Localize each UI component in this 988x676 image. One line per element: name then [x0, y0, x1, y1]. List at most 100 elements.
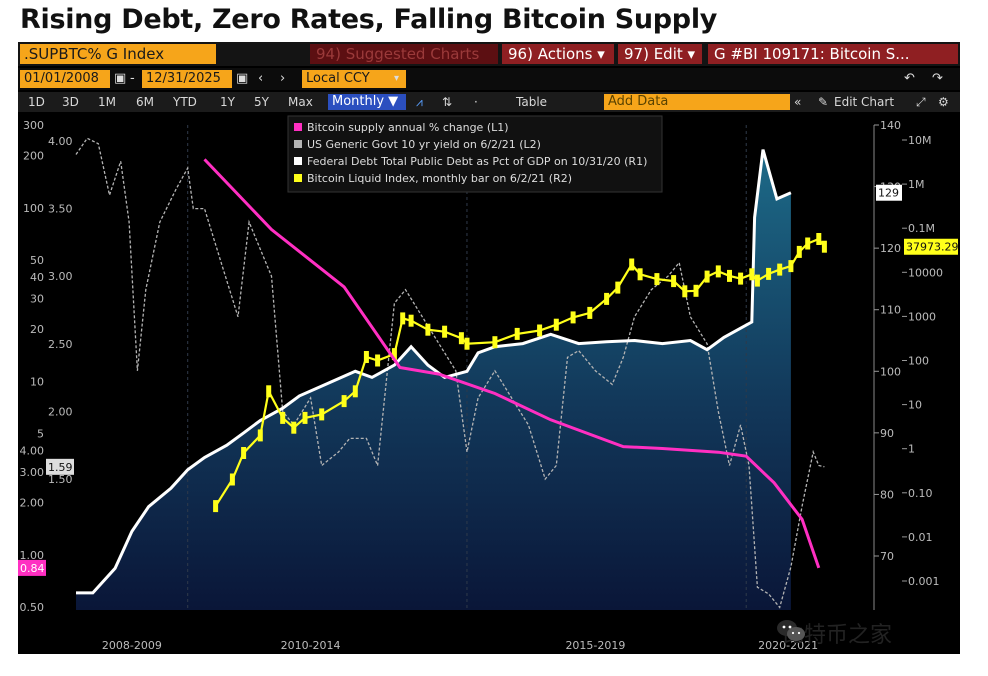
bitcoin-bar-1	[229, 473, 235, 486]
bitcoin-bar-37	[738, 272, 744, 285]
bitcoin-bar-8	[319, 408, 325, 421]
r2-tick-label-0: 10M	[908, 134, 932, 147]
l1-tick-label-2: 100	[23, 202, 44, 215]
bitcoin-bar-44	[805, 237, 811, 250]
bitcoin-bar-46	[821, 240, 827, 253]
collapse-icon[interactable]: «	[794, 95, 802, 109]
bitcoin-bar-7	[302, 411, 308, 424]
watermark: 比特币之家	[776, 618, 892, 648]
period-1d[interactable]: 1D	[28, 95, 45, 109]
l1-tick-label-12: 1.00	[20, 549, 45, 562]
redo-icon[interactable]: ↷	[932, 71, 943, 86]
l2-tick-label-2: 3.00	[48, 270, 73, 283]
next-period-icon[interactable]: ›	[280, 71, 286, 86]
currency-select[interactable]: Local CCY	[302, 70, 406, 88]
x-axis-label-2: 2015-2019	[565, 639, 625, 652]
bitcoin-bar-43	[796, 245, 802, 258]
calendar-icon[interactable]: ▣	[236, 71, 249, 86]
r2-tick-label-6: 10	[908, 399, 922, 412]
edit-button[interactable]: 97) Edit ▾	[618, 44, 702, 64]
period-max[interactable]: Max	[288, 95, 313, 109]
chevron-down-icon[interactable]: ▾	[394, 73, 400, 84]
l2-last-value-tag: 1.59	[48, 461, 73, 474]
bitcoin-bar-13	[391, 348, 397, 361]
prev-period-icon[interactable]: ‹	[258, 71, 264, 86]
r2-tick-label-2: 0.1M	[908, 222, 935, 235]
line-chart-icon[interactable]: ⩘	[416, 95, 423, 109]
r1-tick-label-5: 90	[880, 427, 894, 440]
period-6m[interactable]: 6M	[136, 95, 154, 109]
bitcoin-bar-15	[408, 314, 414, 327]
bitcoin-bar-32	[682, 285, 688, 298]
bitcoin-bar-36	[727, 269, 732, 282]
period-1y[interactable]: 1Y	[220, 95, 235, 109]
yield-10yr-line	[75, 137, 825, 609]
bitcoin-bar-10	[352, 385, 358, 398]
legend-entry-0: Bitcoin supply annual % change (L1)	[307, 121, 509, 134]
r1-tick-label-0: 140	[880, 119, 901, 132]
bitcoin-bar-12	[375, 354, 381, 367]
chart-id-tab[interactable]: G #BI 109171: Bitcoin S...	[708, 44, 958, 64]
l2-tick-label-0: 4.00	[48, 135, 73, 148]
r2-last-value-tag: 37973.29	[906, 241, 959, 254]
calendar-icon[interactable]: ▣	[114, 71, 127, 86]
x-axis-label-0: 2008-2009	[102, 639, 162, 652]
bitcoin-bar-24	[570, 311, 576, 324]
bar-type-icon[interactable]: ⇅	[442, 95, 453, 109]
period-5y[interactable]: 5Y	[254, 95, 269, 109]
bitcoin-bar-18	[458, 332, 464, 345]
bitcoin-bar-30	[654, 273, 660, 286]
bitcoin-bar-34	[704, 270, 710, 283]
suggested-charts-button[interactable]: 94) Suggested Charts	[310, 44, 498, 64]
r1-tick-label-7: 70	[880, 550, 894, 563]
bitcoin-bar-17	[442, 325, 448, 338]
bitcoin-bar-6	[291, 421, 297, 434]
pencil-icon[interactable]: ✎	[818, 95, 829, 109]
l1-tick-label-5: 30	[30, 292, 44, 305]
x-axis-label-1: 2010-2014	[281, 639, 341, 652]
legend-swatch-0	[294, 123, 302, 131]
r1-last-value-tag: 129	[878, 187, 899, 200]
r1-tick-label-2: 120	[880, 242, 901, 255]
end-date-field[interactable]: 12/31/2025	[142, 70, 232, 88]
period-bar: 1D 3D 1M 6M YTD 1Y 5Y Max Monthly ▼ ⩘ ⇅ …	[18, 92, 960, 112]
l2-tick-label-4: 2.00	[48, 405, 73, 418]
bitcoin-bar-11	[363, 351, 369, 363]
l2-tick-label-5: 1.50	[48, 473, 73, 486]
bitcoin-bar-38	[749, 268, 755, 281]
edit-chart-button[interactable]: Edit Chart	[834, 95, 895, 109]
l1-tick-label-9: 4.00	[20, 444, 45, 457]
table-button[interactable]: Table	[516, 95, 548, 109]
r2-tick-label-7: 1	[908, 443, 915, 456]
legend-entry-3: Bitcoin Liquid Index, monthly bar on 6/2…	[307, 172, 572, 185]
legend-box	[287, 115, 663, 193]
ticker-field[interactable]: .SUPBTC% G Index	[20, 44, 216, 64]
l1-tick-label-10: 3.00	[20, 466, 45, 479]
legend-swatch-3	[294, 174, 302, 182]
bitcoin-bar-14	[400, 312, 406, 325]
start-date-field[interactable]: 01/01/2008	[20, 70, 110, 88]
period-ytd[interactable]: YTD	[173, 95, 197, 109]
r2-tick-label-9: 0.01	[908, 531, 933, 544]
legend-entry-2: Federal Debt Total Public Debt as Pct of…	[307, 155, 647, 168]
r2-last-value-tag-bg	[904, 238, 958, 255]
bitcoin-bar-25	[587, 306, 593, 319]
period-3d[interactable]: 3D	[62, 95, 79, 109]
undo-icon[interactable]: ↶	[904, 71, 915, 86]
bitcoin-bar-31	[671, 275, 677, 288]
command-bar: .SUPBTC% G Index 94) Suggested Charts 96…	[18, 42, 960, 66]
period-1m[interactable]: 1M	[98, 95, 116, 109]
add-data-field[interactable]: Add Data	[604, 94, 790, 110]
gear-icon[interactable]: ⚙	[938, 95, 949, 109]
bitcoin-bar-22	[537, 324, 543, 337]
actions-button[interactable]: 96) Actions ▾	[502, 44, 614, 64]
bitcoin-bar-26	[604, 292, 610, 305]
r2-tick-label-5: 100	[908, 355, 929, 368]
bitcoin-bar-23	[553, 318, 559, 331]
frequency-select[interactable]: Monthly ▼	[328, 94, 406, 110]
l1-tick-label-7: 10	[30, 375, 44, 388]
r2-tick-label-10: 0.001	[908, 575, 940, 588]
more-options-icon[interactable]: ·	[474, 95, 478, 109]
resize-icon[interactable]: ⤢	[916, 95, 926, 109]
bitcoin-bar-3	[257, 429, 263, 442]
